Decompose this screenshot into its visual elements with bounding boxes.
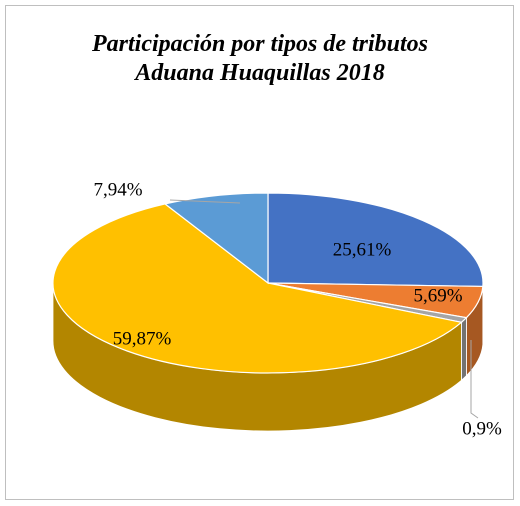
slice-side (460, 316, 467, 382)
data-label: 25,61% (333, 239, 392, 260)
slice (267, 192, 484, 288)
data-label: 0,9% (462, 418, 502, 439)
slice (52, 203, 463, 374)
data-label: 5,69% (413, 285, 462, 306)
chart-title: Participación por tipos de tributos Adua… (91, 31, 429, 86)
slice (163, 192, 269, 285)
leader-line (470, 340, 479, 419)
chart-frame (5, 5, 514, 500)
data-label: 59,87% (113, 328, 172, 349)
leader-line (169, 199, 241, 204)
data-label: 7,94% (93, 179, 142, 200)
